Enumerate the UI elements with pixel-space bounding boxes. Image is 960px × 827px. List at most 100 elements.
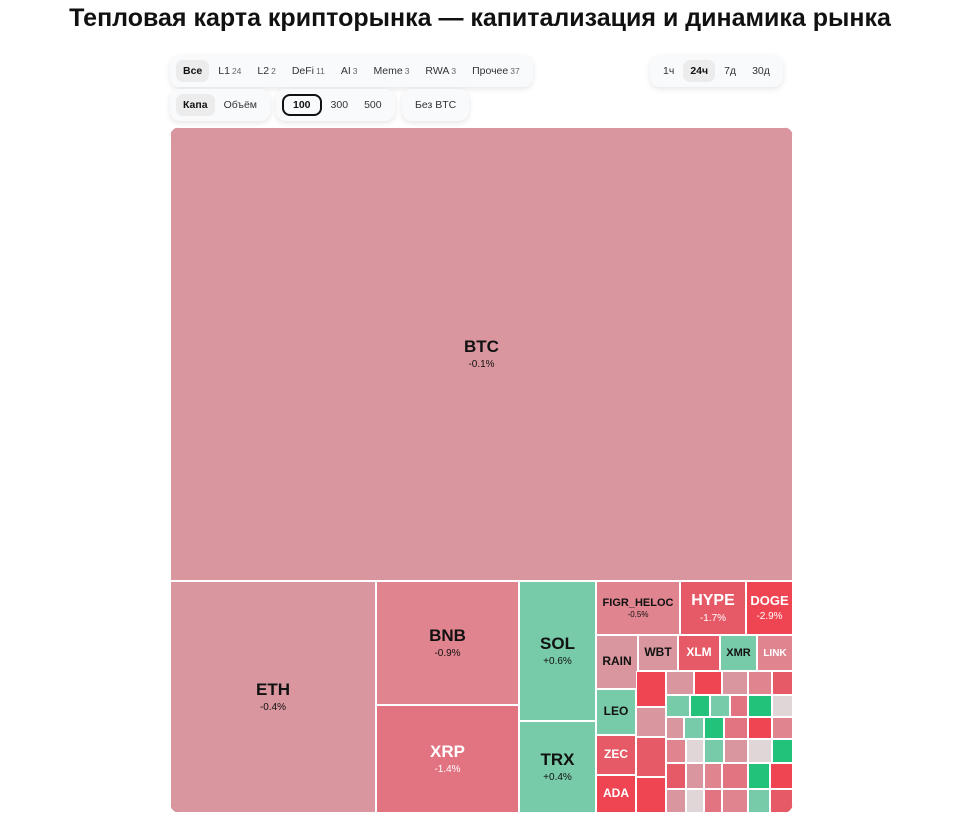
tile-small[interactable] bbox=[770, 789, 793, 813]
filter-label: Все bbox=[183, 65, 203, 77]
tile-small[interactable] bbox=[636, 707, 666, 737]
filter-count: 37 bbox=[510, 66, 520, 76]
tile-symbol: LINK bbox=[763, 647, 787, 659]
filter-tab-defi[interactable]: DeFi 11 bbox=[285, 60, 332, 82]
filter-tab-l1[interactable]: L1 24 bbox=[211, 60, 248, 82]
size-mode-tab-капа[interactable]: Капа bbox=[176, 94, 215, 116]
tile-symbol: TRX bbox=[540, 749, 575, 769]
tile-small[interactable] bbox=[686, 789, 704, 813]
tile-small[interactable] bbox=[666, 695, 690, 717]
tile-small[interactable] bbox=[666, 671, 694, 695]
tile-small[interactable] bbox=[724, 739, 748, 763]
tile-small[interactable] bbox=[748, 763, 770, 789]
treemap: BTC -0.1% ETH -0.4% BNB -0.9% XRP -1.4% SOL +0.6%… bbox=[170, 127, 793, 813]
filter-tab-rwa[interactable]: RWA 3 bbox=[418, 60, 463, 82]
filter-label: L2 bbox=[257, 65, 270, 77]
tile-figr-heloc[interactable]: FIGR_HELOC -0.5% bbox=[596, 581, 680, 635]
tile-wbt[interactable]: WBT bbox=[638, 635, 678, 671]
limit-option-500[interactable]: 500 bbox=[364, 99, 382, 111]
tile-bnb[interactable]: BNB -0.9% bbox=[376, 581, 519, 705]
limit-option-300[interactable]: 300 bbox=[330, 99, 349, 111]
tile-small[interactable] bbox=[722, 789, 748, 813]
tile-small[interactable] bbox=[704, 717, 724, 739]
filter-count: 24 bbox=[231, 66, 242, 76]
tile-small[interactable] bbox=[722, 671, 748, 695]
tile-link[interactable]: LINK bbox=[757, 635, 793, 671]
tile-small[interactable] bbox=[686, 763, 704, 789]
tile-small[interactable] bbox=[730, 695, 748, 717]
filter-label: AI bbox=[340, 65, 351, 77]
tile-small[interactable] bbox=[704, 789, 722, 813]
size-mode-group: Капа Объём bbox=[170, 89, 271, 121]
tile-small[interactable] bbox=[666, 739, 686, 763]
tile-small[interactable] bbox=[704, 739, 724, 763]
timeframe-tab-24ч[interactable]: 24ч bbox=[683, 60, 716, 82]
tile-small[interactable] bbox=[690, 695, 710, 717]
tile-small[interactable] bbox=[772, 717, 793, 739]
tile-leo[interactable]: LEO bbox=[596, 689, 636, 735]
tile-small[interactable] bbox=[748, 789, 770, 813]
tile-xmr[interactable]: XMR bbox=[720, 635, 757, 671]
timeframe-tab-1ч[interactable]: 1ч bbox=[663, 65, 675, 77]
tile-small[interactable] bbox=[724, 717, 748, 739]
tile-symbol: ADA bbox=[603, 786, 629, 801]
tile-small[interactable] bbox=[772, 695, 793, 717]
tile-small[interactable] bbox=[686, 739, 704, 763]
tile-change: -1.7% bbox=[699, 612, 727, 624]
tile-small[interactable] bbox=[636, 671, 666, 707]
tile-small[interactable] bbox=[684, 717, 704, 739]
filter-label: Meme bbox=[373, 65, 403, 77]
tile-small[interactable] bbox=[710, 695, 730, 717]
tile-small[interactable] bbox=[772, 739, 793, 763]
tile-symbol: ZEC bbox=[604, 747, 628, 762]
tile-small[interactable] bbox=[666, 789, 686, 813]
tile-small[interactable] bbox=[748, 671, 772, 695]
tile-small[interactable] bbox=[666, 763, 686, 789]
tile-small[interactable] bbox=[636, 777, 666, 813]
filter-tab-все[interactable]: Все bbox=[176, 60, 210, 82]
tile-small[interactable] bbox=[704, 763, 722, 789]
filter-tab-прочее[interactable]: Прочее 37 bbox=[465, 60, 527, 82]
exclude-btc-button[interactable]: Без BTC bbox=[415, 99, 457, 111]
tile-symbol: BTC bbox=[464, 336, 499, 356]
tile-ada[interactable]: ADA bbox=[596, 775, 636, 813]
tile-sol[interactable]: SOL +0.6% bbox=[519, 581, 596, 721]
tile-symbol: XMR bbox=[726, 646, 751, 659]
tile-rain[interactable]: RAIN bbox=[596, 635, 638, 689]
filter-count: 11 bbox=[316, 66, 325, 76]
tile-small[interactable] bbox=[636, 737, 666, 777]
tile-change: -0.5% bbox=[627, 610, 649, 620]
tile-zec[interactable]: ZEC bbox=[596, 735, 636, 775]
filter-label: Прочее bbox=[472, 65, 509, 77]
tile-xrp[interactable]: XRP -1.4% bbox=[376, 705, 519, 813]
size-mode-tab-объём[interactable]: Объём bbox=[223, 99, 258, 111]
filter-label: RWA bbox=[425, 65, 450, 77]
tile-symbol: BNB bbox=[429, 625, 466, 645]
tile-btc[interactable]: BTC -0.1% bbox=[170, 127, 793, 581]
tile-change: -2.9% bbox=[756, 611, 783, 623]
tile-small[interactable] bbox=[772, 671, 793, 695]
filter-tab-meme[interactable]: Meme 3 bbox=[367, 60, 417, 82]
filter-tab-l2[interactable]: L2 2 bbox=[250, 60, 282, 82]
tile-symbol: XLM bbox=[686, 645, 712, 660]
filter-tab-ai[interactable]: AI 3 bbox=[334, 60, 365, 82]
tile-small[interactable] bbox=[694, 671, 722, 695]
tile-small[interactable] bbox=[748, 695, 772, 717]
tile-eth[interactable]: ETH -0.4% bbox=[170, 581, 376, 813]
timeframe-tab-30д[interactable]: 30д bbox=[752, 65, 770, 77]
tile-small[interactable] bbox=[666, 717, 684, 739]
tile-trx[interactable]: TRX +0.4% bbox=[519, 721, 596, 813]
filter-count: 3 bbox=[352, 66, 358, 76]
tile-hype[interactable]: HYPE -1.7% bbox=[680, 581, 746, 635]
tile-small[interactable] bbox=[748, 717, 772, 739]
tile-small[interactable] bbox=[748, 739, 772, 763]
timeframe-tab-7д[interactable]: 7д bbox=[724, 65, 737, 77]
tile-symbol: SOL bbox=[540, 633, 575, 653]
tile-small[interactable] bbox=[770, 763, 793, 789]
tile-small[interactable] bbox=[722, 763, 748, 789]
tile-xlm[interactable]: XLM bbox=[678, 635, 720, 671]
tile-symbol: XRP bbox=[430, 741, 465, 761]
tile-doge[interactable]: DOGE -2.9% bbox=[746, 581, 793, 635]
timeframe-group: 1ч 24ч 7д 30д bbox=[650, 55, 783, 87]
limit-option-100[interactable]: 100 bbox=[282, 94, 322, 116]
